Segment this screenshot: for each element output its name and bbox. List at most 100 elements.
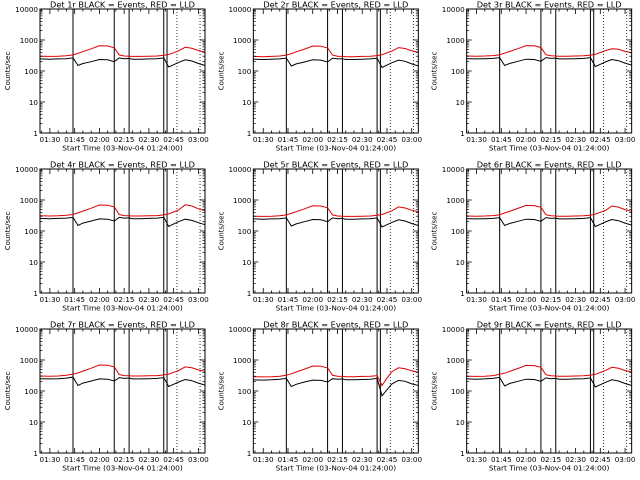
- x-axis-label: Start Time (03-Nov-04 01:24:00): [276, 464, 397, 473]
- y-tick-label: 1000: [233, 356, 252, 365]
- y-axis-label: Counts/sec: [431, 372, 439, 411]
- detector-panel-8: Det 8r BLACK = Events, RED = LLD 1 10 100 10…: [217, 320, 422, 473]
- events-series-line: [466, 217, 632, 228]
- x-tick-label: 02:00: [89, 295, 110, 304]
- x-tick-label: 01:30: [253, 295, 274, 304]
- x-tick-label: 01:30: [466, 295, 487, 304]
- events-series-line: [253, 217, 419, 228]
- y-tick-label: 10: [29, 418, 39, 427]
- y-axis-label: Counts/sec: [217, 52, 225, 91]
- detector-panel-9: Det 9r BLACK = Events, RED = LLD 1 10 100 10…: [431, 320, 636, 473]
- x-tick-label: 02:45: [590, 295, 611, 304]
- x-tick-label: 02:00: [516, 135, 537, 144]
- x-tick-label: 02:15: [540, 455, 561, 464]
- x-tick-label: 02:30: [565, 135, 586, 144]
- y-axis-label: Counts/sec: [431, 52, 439, 91]
- x-tick-label: 02:30: [352, 455, 373, 464]
- panel-title: Det 2r BLACK = Events, RED = LLD: [263, 0, 408, 10]
- y-tick-label: 1: [460, 449, 465, 458]
- plot-frame: [466, 328, 633, 454]
- x-tick-label: 02:45: [163, 455, 184, 464]
- x-tick-label: 01:30: [40, 455, 61, 464]
- x-tick-label: 01:45: [64, 135, 85, 144]
- lld-series-line: [253, 205, 419, 217]
- x-tick-label: 02:45: [377, 455, 398, 464]
- lld-series-line: [39, 204, 206, 217]
- x-tick-label: 02:15: [540, 135, 561, 144]
- x-tick-label: 03:00: [188, 455, 209, 464]
- x-tick-label: 02:00: [89, 135, 110, 144]
- x-tick-label: 01:45: [278, 135, 299, 144]
- events-series-line: [253, 57, 419, 69]
- plot-frame: [39, 168, 206, 294]
- x-tick-label: 03:00: [615, 455, 636, 464]
- y-tick-label: 100: [238, 227, 252, 236]
- plot-frame: [252, 168, 419, 294]
- lld-series-line: [253, 45, 419, 58]
- y-tick-label: 10: [456, 418, 466, 427]
- x-tick-label: 02:15: [114, 135, 135, 144]
- x-tick-label: 01:45: [491, 135, 512, 144]
- y-tick-label: 100: [451, 387, 465, 396]
- detector-panel-1: Det 1r BLACK = Events, RED = LLD 1 10 100 10…: [4, 0, 209, 153]
- x-tick-label: 01:45: [278, 455, 299, 464]
- x-tick-label: 02:30: [139, 135, 160, 144]
- plot-frame: [39, 328, 206, 454]
- y-tick-label: 1000: [446, 356, 465, 365]
- x-tick-label: 02:15: [327, 455, 348, 464]
- x-tick-label: 01:45: [491, 455, 512, 464]
- x-tick-label: 02:45: [590, 455, 611, 464]
- x-tick-label: 02:30: [565, 455, 586, 464]
- y-tick-label: 1: [247, 449, 252, 458]
- detector-panel-5: Det 5r BLACK = Events, RED = LLD 1 10 100 10…: [217, 160, 422, 313]
- detector-panel-2: Det 2r BLACK = Events, RED = LLD 1 10 100 10…: [217, 0, 422, 153]
- y-tick-label: 1000: [446, 196, 465, 205]
- lld-series-line: [466, 364, 632, 377]
- x-tick-label: 01:30: [40, 135, 61, 144]
- panel-title: Det 7r BLACK = Events, RED = LLD: [50, 320, 195, 330]
- lld-series-line: [253, 365, 419, 387]
- y-axis-label: Counts/sec: [217, 212, 225, 251]
- y-tick-label: 1000: [20, 36, 39, 45]
- x-tick-label: 02:45: [377, 295, 398, 304]
- y-tick-label: 10000: [442, 165, 465, 174]
- y-tick-label: 100: [451, 227, 465, 236]
- y-tick-label: 1000: [446, 36, 465, 45]
- events-series-line: [466, 57, 632, 68]
- x-axis-label: Start Time (03-Nov-04 01:24:00): [62, 144, 183, 153]
- x-tick-label: 02:15: [114, 455, 135, 464]
- y-tick-label: 100: [24, 227, 38, 236]
- y-tick-label: 100: [451, 67, 465, 76]
- x-tick-label: 02:00: [516, 455, 537, 464]
- panel-title: Det 8r BLACK = Events, RED = LLD: [263, 320, 408, 330]
- x-tick-label: 03:00: [188, 135, 209, 144]
- y-tick-label: 100: [238, 387, 252, 396]
- y-tick-label: 10000: [442, 5, 465, 14]
- x-tick-label: 03:00: [401, 295, 422, 304]
- y-axis-label: Counts/sec: [4, 212, 12, 251]
- y-tick-label: 1: [33, 129, 38, 138]
- y-tick-label: 10: [242, 418, 252, 427]
- y-axis-label: Counts/sec: [4, 52, 12, 91]
- y-tick-label: 1: [33, 449, 38, 458]
- x-tick-label: 02:30: [565, 295, 586, 304]
- x-axis-label: Start Time (03-Nov-04 01:24:00): [62, 464, 183, 473]
- x-tick-label: 02:30: [352, 135, 373, 144]
- plot-frame: [39, 8, 206, 134]
- x-tick-label: 02:00: [302, 295, 323, 304]
- panel-title: Det 6r BLACK = Events, RED = LLD: [477, 160, 622, 170]
- lld-series-line: [39, 45, 206, 57]
- y-tick-label: 1: [33, 289, 38, 298]
- x-axis-label: Start Time (03-Nov-04 01:24:00): [276, 144, 397, 153]
- x-tick-label: 03:00: [188, 295, 209, 304]
- x-tick-label: 02:15: [327, 135, 348, 144]
- x-axis-label: Start Time (03-Nov-04 01:24:00): [489, 464, 610, 473]
- y-tick-label: 100: [238, 67, 252, 76]
- panel-title: Det 9r BLACK = Events, RED = LLD: [477, 320, 622, 330]
- x-tick-label: 02:00: [89, 455, 110, 464]
- y-tick-label: 1: [460, 129, 465, 138]
- x-tick-label: 01:30: [466, 455, 487, 464]
- events-series-line: [466, 376, 632, 388]
- x-tick-label: 02:30: [352, 295, 373, 304]
